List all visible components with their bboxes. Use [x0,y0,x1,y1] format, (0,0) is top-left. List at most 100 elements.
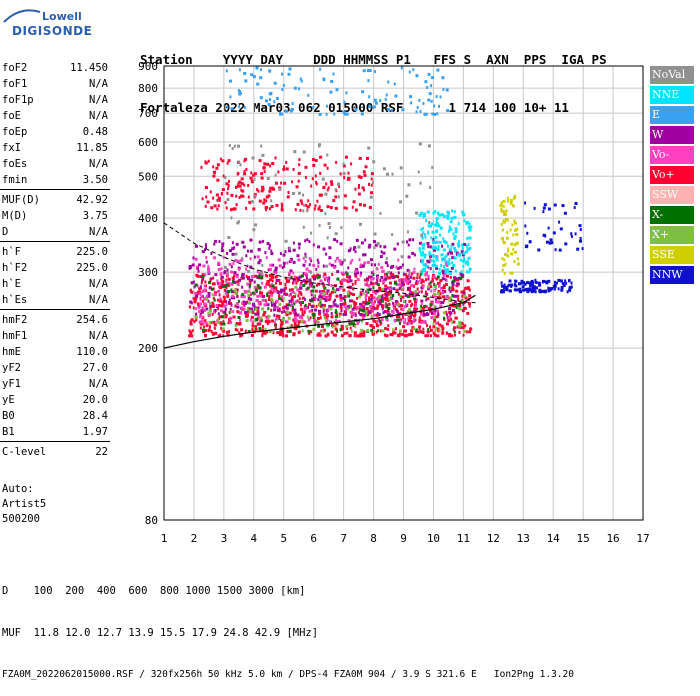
echo-point [323,272,326,276]
echo-point [240,328,244,332]
echo-point [239,334,242,338]
echo-point [285,320,288,324]
echo-point [404,318,407,322]
echo-point [335,309,337,313]
echo-point [235,194,238,198]
echo-point [370,258,373,262]
echo-point [236,294,239,298]
echo-point [254,195,257,199]
echo-point [442,274,446,277]
echo-point [222,295,226,299]
echo-point [224,291,227,295]
echo-point [402,272,405,276]
echo-point [204,186,208,189]
echo-point [236,328,239,332]
echo-point [428,250,431,254]
echo-point [326,295,330,299]
echo-point [275,278,279,282]
echo-point [326,311,329,315]
echo-point [346,327,349,330]
echo-point [438,271,442,275]
echo-point [217,262,221,266]
echo-point [310,330,313,334]
echo-point [357,175,361,179]
echo-point [372,296,376,300]
echo-point [359,302,363,306]
echo-point [253,307,256,311]
echo-point [462,259,466,263]
echo-point [462,291,466,295]
echo-point [261,333,264,337]
echo-point [250,292,252,296]
echo-point [419,181,422,185]
param-row: foEp 0.48 [2,124,108,140]
echo-point [284,283,287,286]
echo-point [293,311,296,315]
echo-point [231,276,235,280]
echo-point [446,267,449,271]
echo-point [279,330,281,334]
echo-point [190,318,194,322]
echo-point [560,286,564,289]
echo-point [451,308,455,312]
echo-point [247,289,251,293]
echo-point [261,187,265,191]
echo-point [441,331,445,335]
echo-point [283,292,287,296]
echo-point [270,205,274,209]
echo-point [339,172,342,176]
echo-point [265,301,268,305]
echo-point [423,212,426,216]
echo-point [366,310,370,314]
echo-point [245,206,248,210]
echo-point [252,207,256,211]
echo-point [253,280,256,284]
echo-point [290,297,293,301]
param-row: D N/A [2,224,108,240]
echo-point [457,298,460,301]
echo-point [459,276,463,280]
echo-point [433,333,437,337]
echo-point [294,308,297,312]
echo-point [444,278,447,282]
echo-point [220,326,223,330]
echo-point [312,312,316,316]
echo-point [429,303,433,307]
echo-point [406,312,410,316]
echo-point [212,174,216,178]
echo-point [299,307,303,311]
echo-point [448,212,450,216]
echo-point [296,299,299,303]
echo-point [448,225,451,229]
echo-point [280,327,284,331]
param-name: M(D) [2,210,28,222]
echo-point [197,306,200,310]
echo-point [511,223,514,227]
echo-point [436,315,439,319]
echo-point [388,287,392,291]
echo-point [320,303,324,307]
param-row: h`E N/A [2,276,108,292]
echo-point [336,277,340,281]
echo-point [420,270,423,274]
param-name: h`E [2,278,21,290]
echo-point [421,331,425,334]
echo-point [514,282,516,286]
echo-point [402,287,405,291]
echo-point [394,300,398,304]
echo-point [392,273,395,277]
echo-point [432,248,436,252]
echo-point [289,269,293,273]
echo-point [370,263,373,267]
echo-point [354,318,358,322]
echo-point [413,318,417,322]
echo-point [467,256,471,260]
echo-point [446,294,449,298]
echo-point [268,291,272,295]
echo-point [412,314,416,318]
echo-point [408,280,412,284]
echo-point [273,302,277,306]
echo-point [423,305,427,309]
echo-point [240,276,244,280]
echo-point [222,334,225,338]
